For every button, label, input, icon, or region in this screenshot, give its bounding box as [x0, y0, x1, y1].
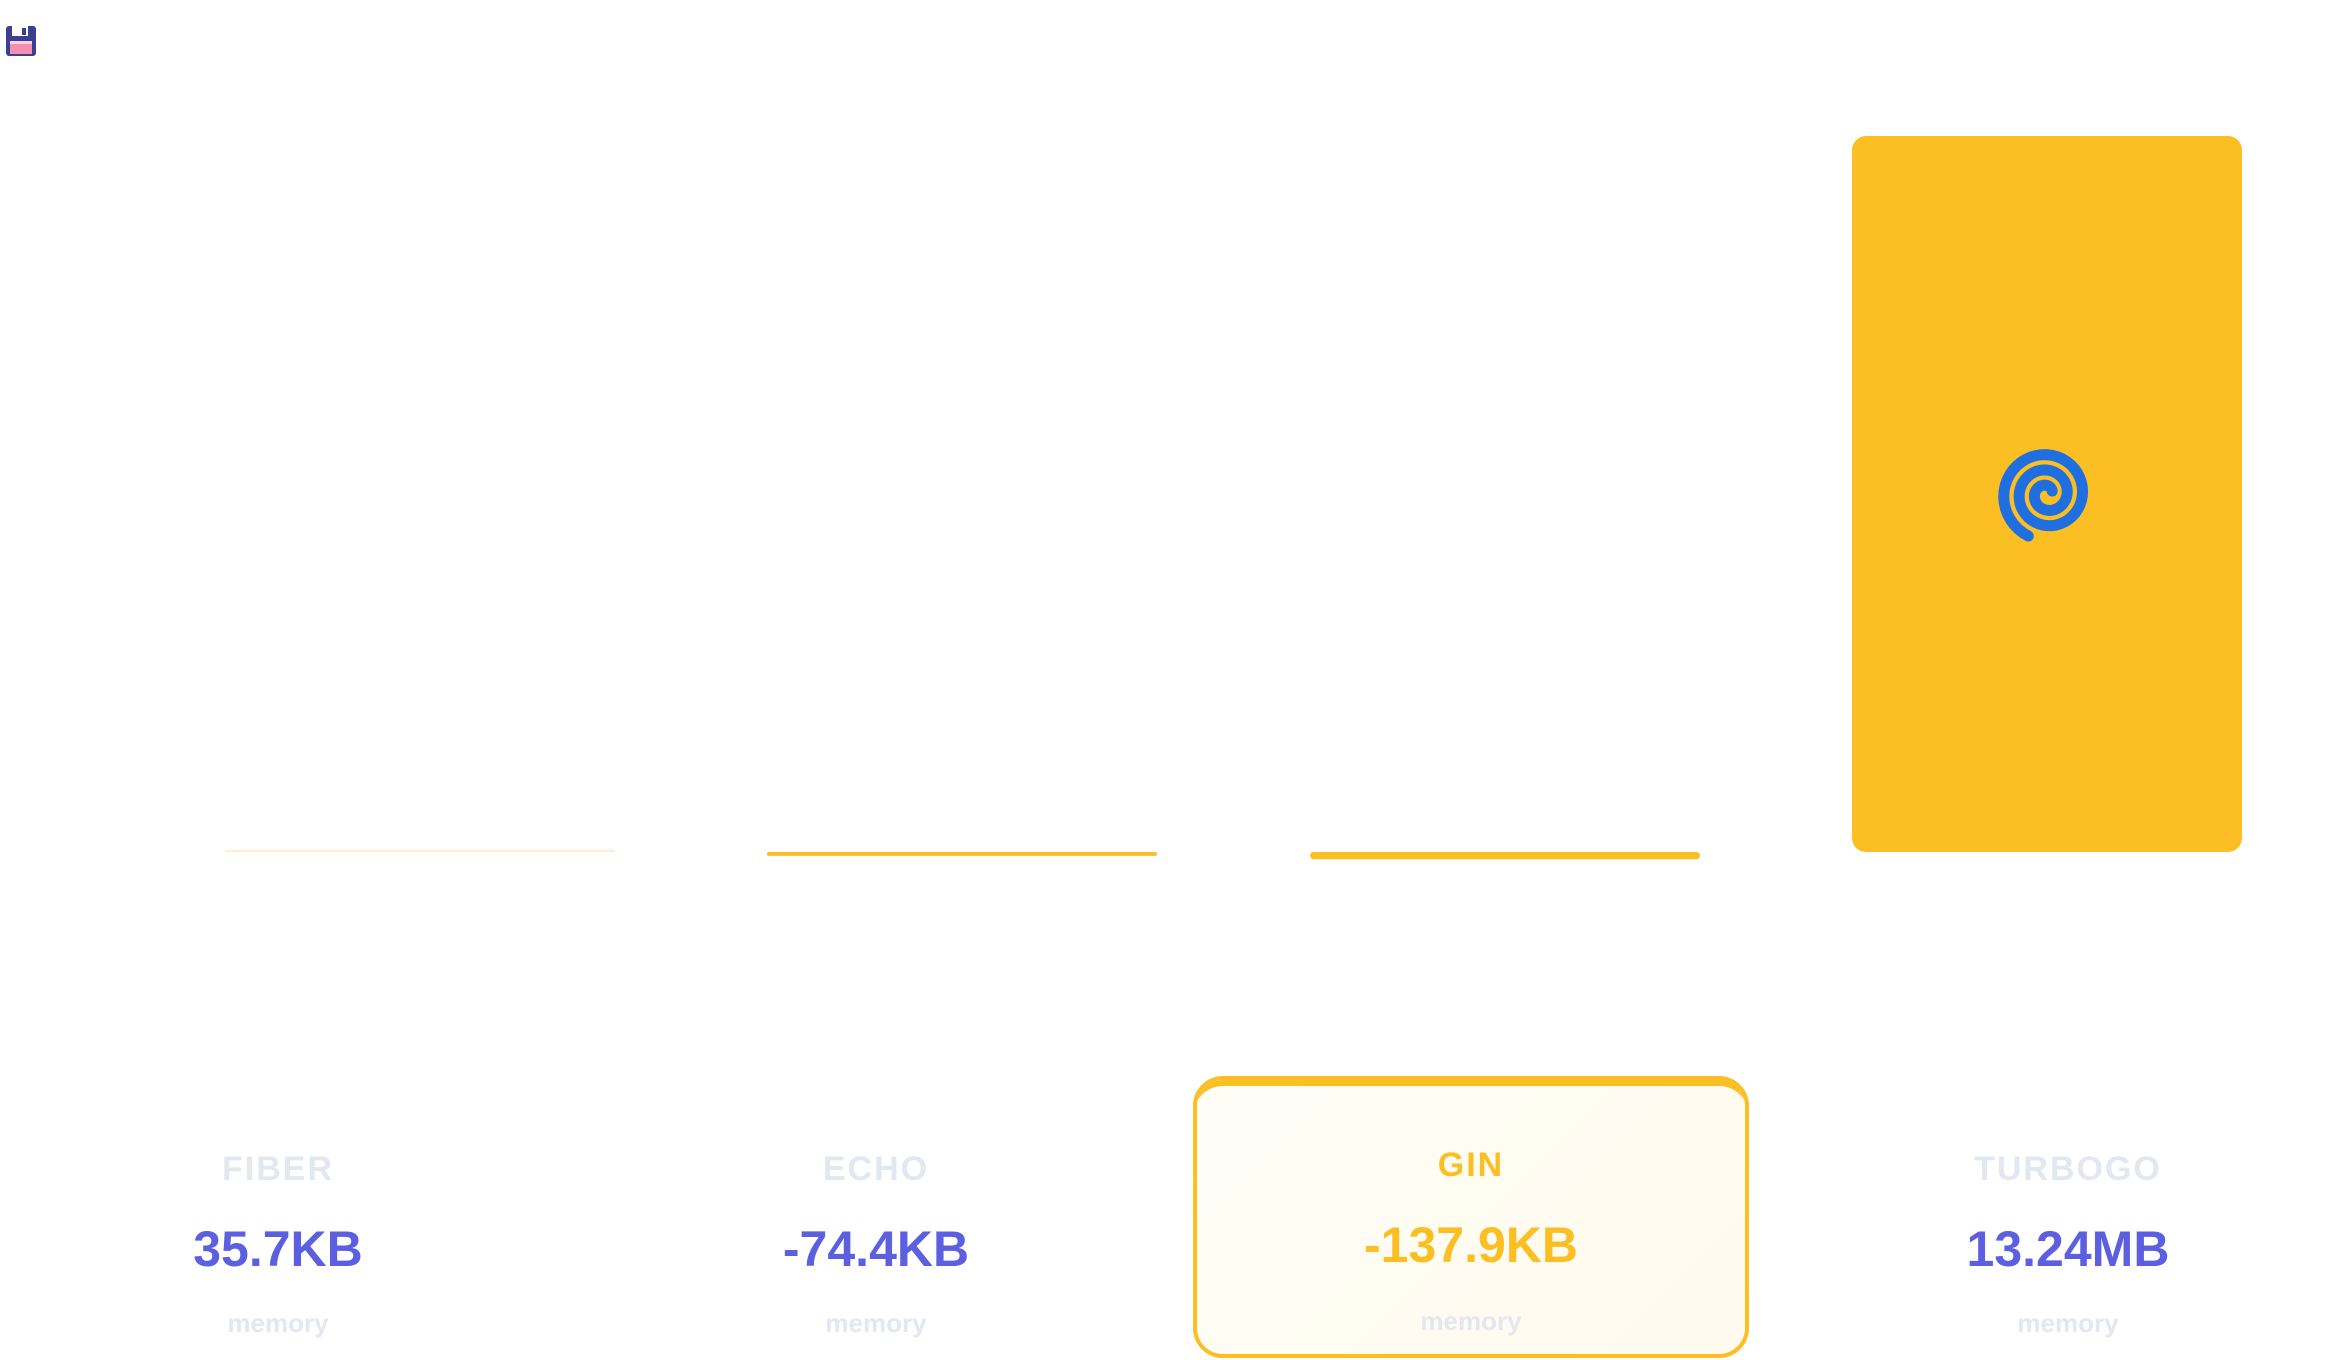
data-label: 35.7KB — [193, 1221, 363, 1277]
unit-label: memory — [825, 1308, 927, 1338]
label-card-turbogo[interactable]: TURBOGO 13.24MB memory — [1790, 1080, 2338, 1360]
category-label: GIN — [1437, 1146, 1505, 1184]
bar-fiber[interactable] — [225, 850, 615, 852]
label-card-fiber[interactable]: FIBER 35.7KB memory — [0, 1080, 556, 1360]
floppy-disk-icon — [6, 26, 36, 56]
unit-label: memory — [2017, 1308, 2119, 1338]
unit-label: memory — [227, 1308, 329, 1338]
category-label: FIBER — [222, 1150, 334, 1188]
bar-turbogo[interactable] — [1852, 136, 2242, 852]
bars-group — [225, 136, 2242, 860]
unit-label: memory — [1420, 1306, 1522, 1336]
data-label: -137.9KB — [1364, 1217, 1578, 1273]
save-button[interactable] — [4, 24, 38, 58]
data-label: -74.4KB — [782, 1221, 970, 1277]
category-label: TURBOGO — [1974, 1150, 2162, 1188]
category-label: ECHO — [822, 1150, 930, 1188]
bar-echo[interactable] — [767, 852, 1157, 856]
label-card-gin[interactable]: GIN -137.9KB memory — [1193, 1076, 1749, 1358]
label-card-echo[interactable]: ECHO -74.4KB memory — [598, 1080, 1154, 1360]
data-label: 13.24MB — [1966, 1221, 2170, 1277]
bar-gin[interactable] — [1310, 852, 1700, 860]
